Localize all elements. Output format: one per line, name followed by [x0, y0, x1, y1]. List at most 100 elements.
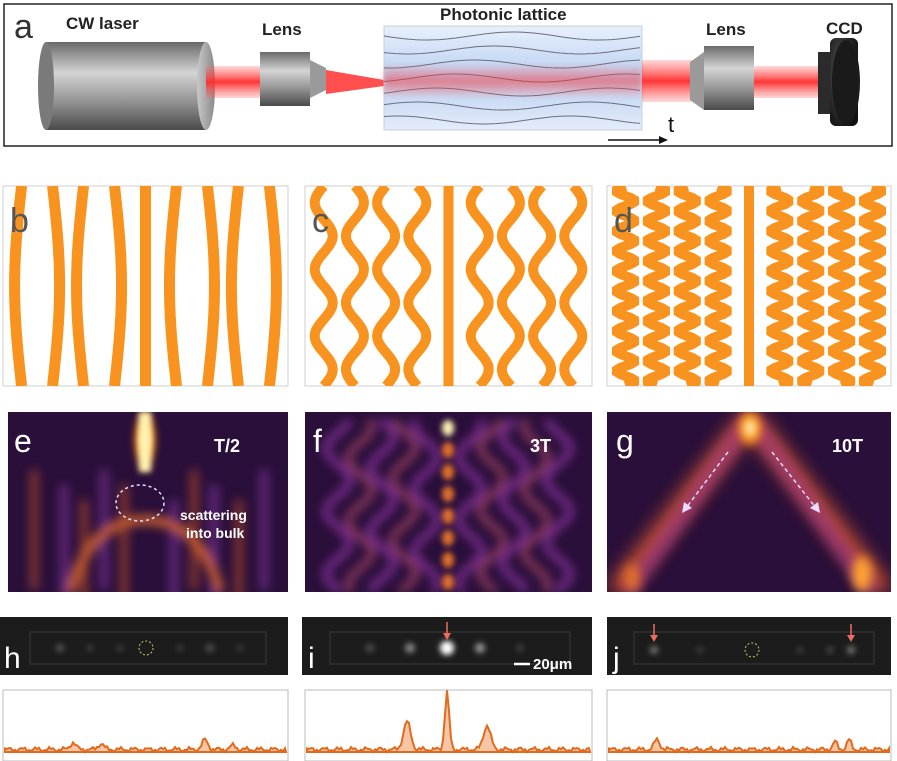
fringe [190, 470, 198, 590]
panel-d-letter: d [614, 202, 633, 240]
waveguide-8 [559, 186, 588, 386]
panel-e-letter: e [14, 423, 32, 459]
beam-segment-3 [754, 66, 820, 98]
fringe [170, 500, 178, 592]
time-label-g: 10T [832, 436, 863, 456]
lattice-waveguide-line [383, 31, 641, 41]
scattering-region-marker [115, 484, 165, 522]
fringe [120, 485, 128, 592]
interference-branch [388, 417, 420, 592]
interference-branch [542, 418, 574, 592]
light-spot [697, 647, 703, 653]
panel-h: h [0, 617, 288, 675]
waveguide-1 [340, 186, 369, 386]
waveguide-6 [496, 186, 525, 386]
fringe [30, 470, 38, 590]
panel-c: c [304, 185, 593, 387]
light-spot [475, 643, 485, 653]
focused-beam [326, 70, 384, 94]
map-e-intensity [30, 412, 268, 592]
waveguide-0 [309, 186, 338, 386]
cw-laser-label: CW laser [66, 14, 139, 33]
lattice-waveguide-line [383, 59, 641, 69]
waveguide-0 [9, 186, 28, 386]
fringe-arc [65, 514, 225, 592]
waveguide-5 [465, 186, 494, 386]
lattice-waveguide-line [383, 45, 641, 55]
profile-h [2, 689, 289, 761]
interference-branch [410, 418, 442, 592]
waveguide-8 [263, 186, 282, 386]
interference-branch [498, 417, 530, 592]
fringe [235, 500, 243, 592]
waveguide-3 [704, 186, 732, 386]
light-spot [366, 644, 374, 652]
interference-branch [344, 418, 376, 592]
light-spot [440, 641, 454, 655]
waveguide-6 [797, 186, 825, 386]
fringe [60, 485, 68, 592]
light-spot [827, 647, 833, 653]
waveguide-8 [858, 186, 886, 386]
waveguide-7 [528, 186, 557, 386]
waveguide-5 [164, 186, 182, 386]
beam-segment-1 [206, 66, 262, 98]
waveguide-7 [828, 186, 856, 386]
interference-branch [476, 417, 508, 592]
panel-d: d [606, 185, 892, 387]
central-spot [442, 486, 454, 502]
waveguide-5 [766, 186, 794, 386]
panel-g-letter: g [616, 423, 634, 459]
waveguide-2 [71, 186, 89, 386]
panel-a: a CW laser Lens Photonic lattice [3, 3, 893, 147]
panel-h-letter: h [4, 642, 21, 675]
lens-2-label: Lens [706, 20, 746, 39]
light-spot [797, 647, 803, 653]
profile-i [304, 689, 593, 761]
central-spot [442, 574, 454, 590]
light-spot [206, 644, 214, 652]
light-spot [650, 646, 658, 654]
panel-f-letter: f [313, 423, 322, 459]
lattice-waveguide-line [383, 115, 641, 125]
arrow-i-head [443, 633, 451, 640]
panel-g: g 10T [607, 412, 891, 592]
central-spot [442, 508, 454, 524]
light-spot [405, 643, 415, 653]
propagation-arrows [685, 451, 817, 509]
ccd-camera [818, 38, 860, 126]
lattice-label: Photonic lattice [440, 5, 567, 24]
time-axis-label: t [668, 112, 674, 137]
waveguide-3 [403, 186, 432, 386]
central-spot [442, 464, 454, 480]
light-spot [517, 645, 523, 651]
panel-c-letter: c [312, 202, 329, 240]
profile-j [606, 689, 892, 761]
lens-1 [260, 52, 326, 106]
lens-1-label: Lens [262, 20, 302, 39]
panel-i: 20μm i [302, 617, 592, 675]
panel-j: j [607, 617, 891, 675]
panel-j-letter: j [612, 642, 620, 675]
waveguide-1 [47, 186, 66, 386]
light-spot [117, 645, 123, 651]
panel-b: b [2, 185, 289, 387]
lattice-waveguide-line [383, 101, 641, 111]
fringe [80, 500, 88, 592]
cw-laser [38, 42, 215, 130]
panel-a-letter: a [14, 8, 33, 46]
ccd-label: CCD [826, 19, 863, 38]
panel-e: e T/2 scattering into bulk [8, 412, 288, 592]
light-spot [56, 644, 64, 652]
annotation-line-2: into bulk [186, 525, 245, 541]
time-label-f: 3T [530, 436, 551, 456]
scale-bar-label: 20μm [533, 656, 572, 673]
panel-f: f 3T [305, 412, 592, 592]
interference-branch [366, 417, 398, 592]
light-spot [237, 645, 243, 651]
lens-2 [690, 46, 754, 110]
interference-branch [322, 418, 354, 592]
arrow-j-left-head [650, 635, 658, 642]
photonic-lattice [383, 25, 643, 131]
